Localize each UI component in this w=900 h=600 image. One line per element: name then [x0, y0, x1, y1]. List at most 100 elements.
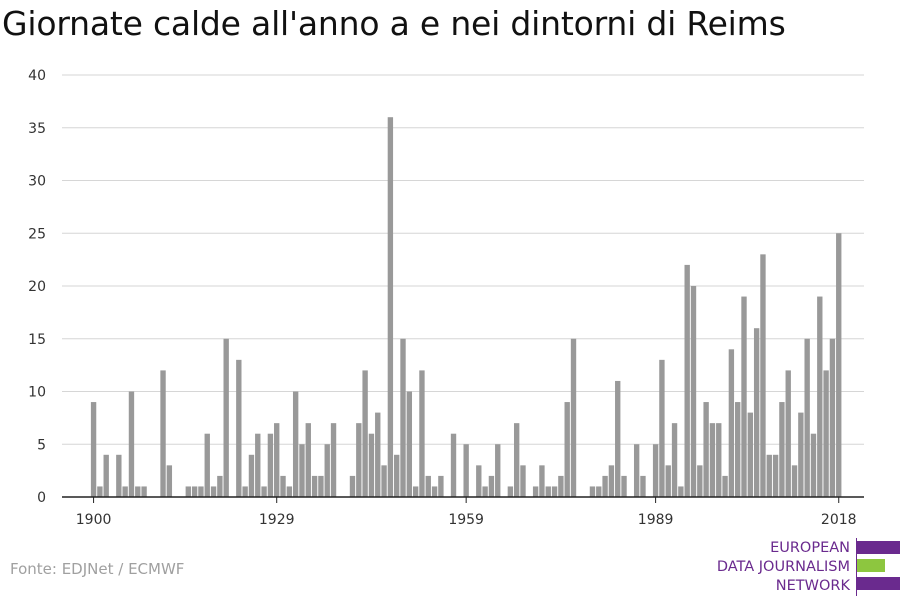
- bar: [652, 444, 659, 497]
- bar: [596, 486, 602, 497]
- y-tick-label: 15: [28, 332, 46, 348]
- bar: [747, 412, 754, 497]
- bar: [242, 486, 248, 497]
- bar: [798, 412, 804, 497]
- x-tick-label: 2018: [821, 512, 857, 528]
- logo-text-line-2: DATA JOURNALISM: [716, 559, 850, 575]
- bar: [836, 233, 842, 497]
- bar: [368, 433, 375, 497]
- logo-block-bottom: [857, 577, 900, 590]
- bar: [476, 465, 482, 497]
- bar: [722, 475, 728, 497]
- bar: [558, 475, 564, 497]
- logo-text-line-3: NETWORK: [775, 578, 850, 594]
- bar: [665, 465, 671, 497]
- bar: [602, 475, 608, 497]
- bar: [248, 454, 255, 497]
- bar: [690, 286, 697, 497]
- bar: [400, 338, 406, 497]
- bar: [381, 465, 387, 497]
- logo-divider: [856, 538, 857, 596]
- x-tick-label: 1959: [448, 512, 484, 528]
- bar: [362, 370, 368, 497]
- bar: [735, 402, 741, 497]
- bar: [450, 433, 457, 497]
- bar: [419, 370, 425, 497]
- bar: [267, 433, 274, 497]
- bar: [198, 486, 204, 497]
- bar: [406, 391, 413, 497]
- bar: [495, 444, 501, 497]
- bar: [520, 465, 526, 497]
- bar: [431, 486, 438, 497]
- bar: [103, 454, 109, 497]
- bar: [823, 370, 829, 497]
- bar: [286, 486, 293, 497]
- y-tick-label: 40: [28, 68, 46, 84]
- bar: [804, 338, 810, 497]
- x-tick-label: 1929: [259, 512, 295, 528]
- bar: [217, 475, 223, 497]
- bar: [356, 423, 362, 497]
- y-tick-label: 20: [28, 279, 46, 295]
- bar: [122, 486, 128, 497]
- bar: [191, 486, 198, 497]
- bar: [633, 444, 640, 497]
- bar: [438, 475, 444, 497]
- bar: [375, 412, 381, 497]
- bar: [741, 296, 747, 497]
- bar: [412, 486, 419, 497]
- bar: [551, 486, 558, 497]
- chart-axes: 0 5 10 15 20 25 30 35 40 1900 1929 1959 1989 2018: [28, 68, 864, 528]
- bar: [141, 486, 147, 497]
- bar: [425, 475, 431, 497]
- bar: [716, 423, 722, 497]
- y-tick-label: 5: [37, 437, 46, 453]
- bar: [223, 338, 229, 497]
- bar: [204, 433, 210, 497]
- logo-block-middle: [857, 559, 885, 572]
- bar: [236, 359, 242, 497]
- bar: [791, 465, 798, 497]
- bar: [760, 254, 766, 497]
- bar: [299, 444, 305, 497]
- bar: [261, 486, 267, 497]
- bar: [621, 475, 627, 497]
- bar: [829, 338, 836, 497]
- logo-text-line-1: EUROPEAN: [770, 540, 850, 556]
- bar: [116, 454, 122, 497]
- bar: [463, 444, 469, 497]
- bar: [349, 475, 356, 497]
- bar: [160, 370, 166, 497]
- y-tick-label: 25: [28, 226, 46, 242]
- bar: [311, 475, 318, 497]
- y-tick-label: 35: [28, 121, 46, 137]
- bar: [210, 486, 217, 497]
- bar: [766, 454, 772, 497]
- bar: [753, 328, 760, 497]
- bar: [785, 370, 791, 497]
- bar: [570, 338, 577, 497]
- chart-gridlines: [62, 74, 864, 445]
- y-tick-label: 0: [37, 490, 46, 506]
- bar: [394, 454, 400, 497]
- bar: [135, 486, 141, 497]
- bar: [697, 465, 703, 497]
- bar: [488, 475, 495, 497]
- source-note: Fonte: EDJNet / ECMWF: [10, 560, 185, 578]
- bar: [810, 433, 817, 497]
- y-tick-label: 10: [28, 385, 46, 401]
- bar: [589, 486, 596, 497]
- edjnet-logo: EUROPEAN DATA JOURNALISM NETWORK: [700, 538, 900, 596]
- bar: [166, 465, 173, 497]
- bar: [615, 380, 621, 497]
- bar: [330, 423, 337, 497]
- bar: [779, 402, 785, 497]
- logo-block-top: [857, 541, 900, 554]
- bar: [305, 423, 311, 497]
- chart-title: Giornate calde all'anno a e nei dintorni…: [2, 4, 786, 43]
- bar: [539, 465, 545, 497]
- bar: [564, 402, 570, 497]
- bar: [387, 117, 394, 497]
